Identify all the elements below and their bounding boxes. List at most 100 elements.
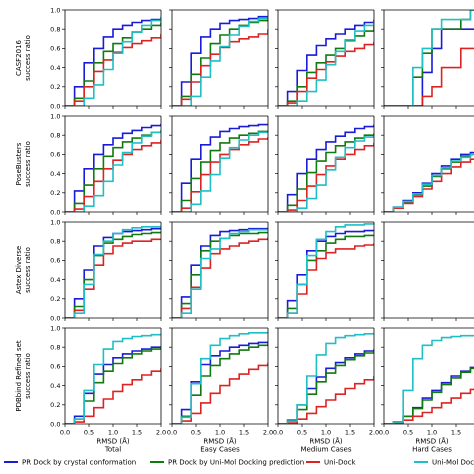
series-line-uni-dock [384, 47, 474, 106]
series-line-pr-dock-by-crystal-conformation [65, 346, 161, 424]
panel-curves [278, 124, 374, 212]
panel-pdbbind-refined-set-2: 0.0 0.5 1.0 1.5 2.0 RMSD (Å)Easy Cases [167, 327, 273, 454]
column-label: Total [104, 446, 121, 454]
panel-casf2016-1: 0.0 0.2 0.4 0.6 0.8 1.0 CASF2016 success ratio [15, 6, 162, 110]
panel-frame [383, 9, 474, 107]
panel-frame [383, 115, 474, 213]
panel-curves [65, 333, 161, 424]
y-tick-label: 0.8 [50, 132, 60, 140]
x-tick-label: 0.0 [379, 429, 389, 437]
x-axis-label: RMSD (Å) [203, 437, 236, 446]
panel-curves [172, 123, 268, 212]
series-line-uni-dock [384, 388, 474, 424]
series-line-uni-mol-docking [172, 16, 268, 106]
row-label: PoseBusters [15, 142, 23, 185]
panel-astex-diverse-3 [275, 221, 375, 321]
y-axis-label: success ratio [24, 35, 32, 81]
panel-frame [383, 327, 474, 425]
panel-astex-diverse-4 [381, 221, 474, 321]
x-tick-label: 1.5 [132, 429, 142, 437]
series-line-uni-mol-docking [65, 225, 161, 318]
series-line-uni-dock [278, 243, 374, 318]
panel-curves [278, 333, 374, 424]
column-label: Medium Cases [301, 446, 352, 454]
panel-curves [384, 10, 474, 106]
series-line-uni-dock [172, 362, 268, 424]
series-line-uni-mol-docking [65, 333, 161, 424]
series-line-uni-dock [65, 34, 161, 106]
series-line-uni-mol-docking [384, 153, 474, 212]
panel-curves [172, 15, 268, 106]
panel-pdbbind-refined-set-1: 0.0 0.2 0.4 0.6 0.8 1.0 0.0 0.5 1.0 1.5 2.0 RMSD (Å… [15, 324, 166, 453]
x-axis-label: RMSD (Å) [96, 437, 129, 446]
x-tick-label: 2.0 [156, 429, 166, 437]
panel-curves [172, 227, 268, 318]
y-tick-label: 1.0 [50, 6, 60, 14]
x-tick-label: 0.5 [191, 429, 201, 437]
x-tick-label: 2.0 [263, 429, 273, 437]
y-tick-label: 0.6 [50, 257, 60, 265]
panel-curves [65, 123, 161, 212]
y-tick-label: 0.8 [50, 238, 60, 246]
series-line-uni-dock [278, 376, 374, 424]
series-line-uni-mol-docking [278, 333, 374, 424]
series-line-uni-mol-docking [384, 334, 474, 424]
x-tick-label: 0.0 [167, 429, 177, 437]
y-tick-label: 0.8 [50, 344, 60, 352]
x-tick-label: 0.5 [84, 429, 94, 437]
x-tick-label: 0.0 [273, 429, 283, 437]
panel-posebusters-2 [169, 115, 269, 215]
panel-casf2016-4 [381, 9, 474, 109]
y-tick-label: 0.0 [50, 102, 60, 110]
panel-frame [383, 221, 474, 319]
panel-curves [172, 331, 268, 424]
panel-curves [384, 334, 474, 424]
panel-frame [277, 115, 375, 213]
x-tick-label: 1.0 [321, 429, 331, 437]
series-line-pr-dock-by-uni-mol-docking-prediction [278, 350, 374, 424]
series-line-uni-mol-docking [278, 21, 374, 106]
row-label: CASF2016 [15, 39, 23, 76]
panel-astex-diverse-2 [169, 221, 269, 321]
x-tick-label: 2.0 [369, 429, 379, 437]
x-axis-label: RMSD (Å) [309, 437, 342, 446]
x-tick-label: 0.5 [297, 429, 307, 437]
panel-posebusters-4 [381, 115, 474, 215]
x-tick-label: 1.0 [215, 429, 225, 437]
x-tick-label: 1.5 [239, 429, 249, 437]
x-tick-label: 0.0 [60, 429, 70, 437]
legend-label: Uni-Dock [324, 459, 357, 467]
series-line-uni-mol-docking [172, 331, 268, 424]
y-tick-label: 0.6 [50, 363, 60, 371]
series-line-uni-mol-docking [384, 10, 474, 106]
legend: PR Dock by crystal conformation PR Dock b… [4, 459, 474, 467]
series-line-uni-dock [65, 368, 161, 424]
series-line-pr-dock-by-crystal-conformation [65, 17, 161, 106]
series-line-pr-dock-by-uni-mol-docking-prediction [172, 19, 268, 106]
y-tick-label: 0.0 [50, 420, 60, 428]
y-tick-label: 0.8 [50, 26, 60, 34]
series-line-pr-dock-by-crystal-conformation [278, 349, 374, 424]
y-tick-label: 1.0 [50, 218, 60, 226]
legend-entry: Uni-Dock [306, 459, 357, 467]
y-tick-label: 0.2 [50, 295, 60, 303]
legend-entry: Uni-Mol Docking [414, 459, 474, 467]
panel-curves [65, 16, 161, 106]
y-tick-label: 0.6 [50, 151, 60, 159]
y-axis-label: success ratio [24, 353, 32, 399]
legend-entry: PR Dock by crystal conformation [4, 459, 136, 467]
series-line-pr-dock-by-crystal-conformation [278, 124, 374, 212]
y-tick-label: 0.0 [50, 314, 60, 322]
y-tick-label: 0.6 [50, 45, 60, 53]
series-line-uni-dock [278, 41, 374, 106]
legend-label: PR Dock by Uni-Mol Docking prediction [168, 459, 304, 467]
x-tick-label: 1.5 [451, 429, 461, 437]
series-line-uni-mol-docking [172, 131, 268, 212]
series-line-pr-dock-by-crystal-conformation [172, 15, 268, 106]
x-tick-label: 1.5 [345, 429, 355, 437]
panel-curves [65, 225, 161, 318]
x-axis-label: RMSD (Å) [415, 437, 448, 446]
series-line-uni-mol-docking [172, 228, 268, 318]
x-tick-label: 1.0 [427, 429, 437, 437]
